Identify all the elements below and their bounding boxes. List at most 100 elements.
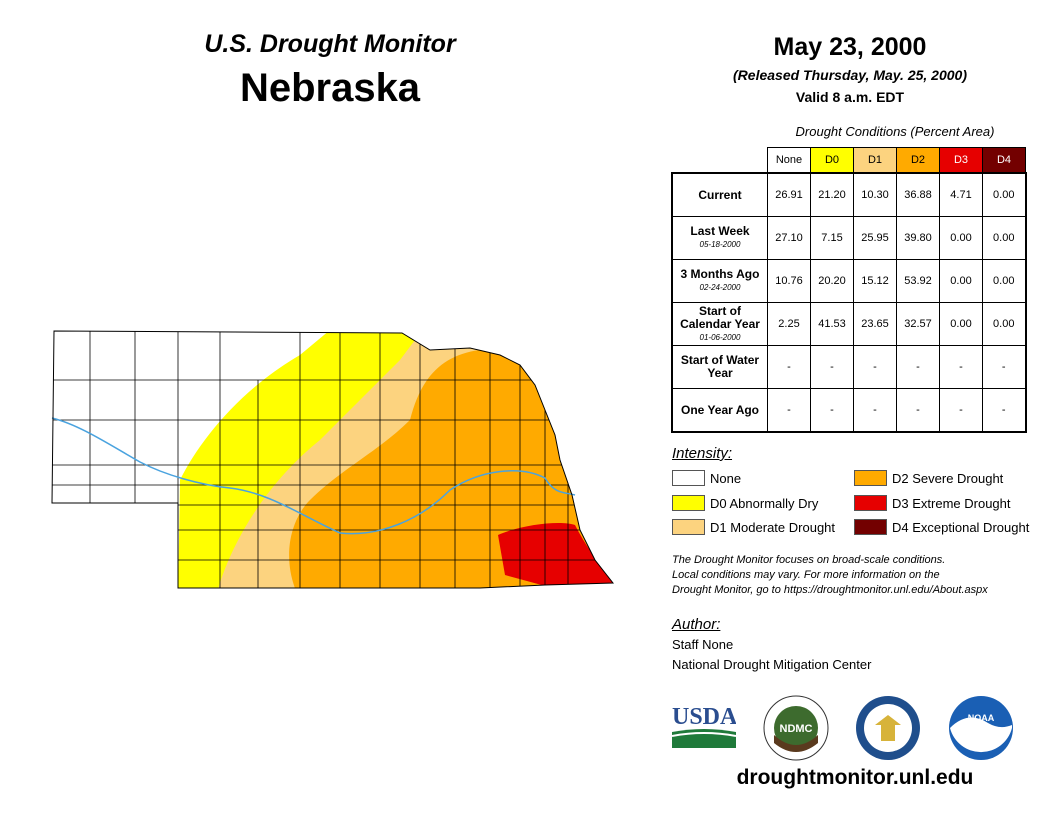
table-header-row: None D0 D1 D2 D3 D4 — [672, 147, 1026, 174]
noaa-logo-text: NOAA — [968, 713, 995, 723]
legend-label: D3 Extreme Drought — [892, 496, 1011, 511]
table-cell: - — [982, 388, 1027, 433]
legend-swatch — [672, 495, 705, 511]
note-line: Drought Monitor, go to https://droughtmo… — [672, 584, 988, 596]
drought-conditions-table: None D0 D1 D2 D3 D4 Current 26.91 21.20 10.… — [671, 147, 1027, 433]
map-subtitle: U.S. Drought Monitor — [204, 30, 456, 58]
table-cell: 4.71 — [939, 172, 983, 217]
table-cell: 39.80 — [896, 216, 940, 260]
row-date: 05-18-2000 — [699, 240, 741, 249]
table-cell: - — [810, 388, 854, 433]
table-cell: - — [896, 345, 940, 389]
legend-swatch — [854, 470, 887, 486]
ndmc-logo: NDMC — [763, 695, 829, 761]
legend-title: Intensity: — [672, 445, 733, 462]
row-date: 02-24-2000 — [699, 283, 741, 292]
row-label: Current — [671, 172, 768, 217]
table-cell: 0.00 — [939, 216, 983, 260]
river — [51, 417, 576, 535]
release-date: (Released Thursday, May. 25, 2000) — [733, 67, 967, 83]
table-cell: - — [939, 345, 983, 389]
table-cell: - — [810, 345, 854, 389]
map-date: May 23, 2000 — [773, 33, 927, 61]
col-header: D4 — [982, 147, 1026, 174]
row-label-text: 3 Months Ago — [680, 267, 760, 281]
row-date: 01-06-2000 — [699, 332, 741, 342]
legend-swatch — [854, 519, 887, 535]
table-cell: 53.92 — [896, 259, 940, 303]
table-cell: 15.12 — [853, 259, 897, 303]
legend-label: D1 Moderate Drought — [710, 520, 836, 535]
county-lines — [52, 331, 600, 588]
table-cell: - — [853, 388, 897, 433]
usda-logo-text: USDA — [672, 704, 736, 730]
row-label: One Year Ago — [671, 388, 768, 433]
table-cell: 0.00 — [982, 259, 1027, 303]
col-header: D2 — [896, 147, 940, 174]
table-row: One Year Ago - - - - - - — [671, 388, 1027, 433]
row-label: Last Week 05-18-2000 — [671, 216, 768, 260]
table-cell: 7.15 — [810, 216, 854, 260]
legend-label: None — [710, 471, 742, 486]
footer-site-url[interactable]: droughtmonitor.unl.edu — [736, 766, 974, 789]
row-label-text: Last Week — [690, 224, 750, 238]
table-cell: 0.00 — [982, 216, 1027, 260]
table-cell: 26.91 — [767, 172, 811, 217]
table-row: 3 Months Ago 02-24-2000 10.76 20.20 15.12 53.… — [671, 259, 1027, 303]
table-cell: - — [896, 388, 940, 433]
area-d3 — [498, 523, 613, 588]
table-cell: - — [982, 345, 1027, 389]
table-cell: 10.30 — [853, 172, 897, 217]
table-cell: 23.65 — [853, 302, 897, 346]
table-cell: - — [767, 345, 811, 389]
row-label: 3 Months Ago 02-24-2000 — [671, 259, 768, 303]
table-cell: 32.57 — [896, 302, 940, 346]
ndmc-logo-text: NDMC — [780, 723, 813, 735]
info-note: The Drought Monitor focuses on broad-sca… — [672, 553, 1042, 598]
table-cell: 10.76 — [767, 259, 811, 303]
table-cell: 41.53 — [810, 302, 854, 346]
table-body: Current 26.91 21.20 10.30 36.88 4.71 0.00 Last … — [671, 172, 1027, 433]
table-cell: 21.20 — [810, 172, 854, 217]
row-label: Start of Water Year — [671, 345, 768, 389]
legend-swatch — [854, 495, 887, 511]
author-org: National Drought Mitigation Center — [672, 657, 872, 672]
table-cell: 0.00 — [939, 302, 983, 346]
author-heading: Author: — [672, 616, 721, 633]
col-header: None — [767, 147, 811, 174]
legend-swatch — [672, 519, 705, 535]
table-cell: - — [853, 345, 897, 389]
table-cell: - — [767, 388, 811, 433]
table-row: Current 26.91 21.20 10.30 36.88 4.71 0.00 — [671, 172, 1027, 217]
row-label-text: Start of Water Year — [680, 353, 760, 380]
note-line: Local conditions may vary. For more info… — [672, 569, 940, 581]
legend-label: D4 Exceptional Drought — [892, 520, 1030, 535]
usda-logo: USDA — [672, 704, 736, 748]
table-cell: 20.20 — [810, 259, 854, 303]
row-label-text: One Year Ago — [680, 402, 760, 417]
row-label-text: Start of Calendar Year — [680, 303, 760, 331]
table-cell: - — [939, 388, 983, 433]
table-cell: 36.88 — [896, 172, 940, 217]
table-row: Last Week 05-18-2000 27.10 7.15 25.95 39.80 0.… — [671, 216, 1027, 260]
nebraska-drought-map — [51, 330, 615, 589]
table-cell: 25.95 — [853, 216, 897, 260]
col-header: D3 — [939, 147, 983, 174]
drought-areas — [52, 331, 613, 588]
table-cell: 27.10 — [767, 216, 811, 260]
commerce-seal-logo — [856, 696, 920, 760]
table-row: Start of Water Year - - - - - - — [671, 345, 1027, 389]
note-line: The Drought Monitor focuses on broad-sca… — [672, 554, 946, 566]
valid-time: Valid 8 a.m. EDT — [795, 89, 905, 105]
noaa-logo: NOAA — [949, 696, 1013, 760]
legend-swatch — [672, 470, 705, 486]
row-label-text: Current — [698, 187, 742, 202]
col-header: D0 — [810, 147, 854, 174]
table-cell: 0.00 — [939, 259, 983, 303]
table-corner — [672, 148, 768, 174]
table-row: Start of Calendar Year 01-06-2000 2.25 41.5… — [671, 302, 1027, 346]
table-cell: 0.00 — [982, 302, 1027, 346]
state-title: Nebraska — [239, 66, 421, 110]
table-cell: 0.00 — [982, 172, 1027, 217]
legend-label: D0 Abnormally Dry — [710, 496, 819, 511]
